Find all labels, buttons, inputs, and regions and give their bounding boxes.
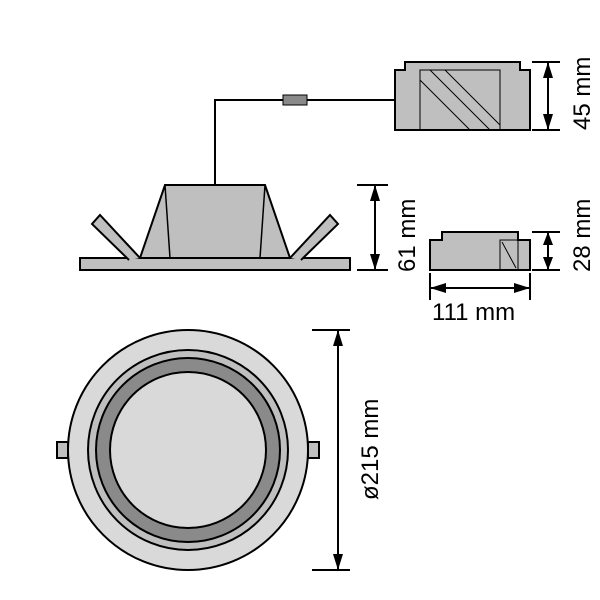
downlight-bottom — [57, 330, 319, 570]
technical-diagram: 45 mm 61 mm 28 mm — [0, 0, 600, 600]
downlight-side — [80, 185, 350, 270]
dim-label: 28 mm — [569, 199, 596, 272]
driver-front — [395, 62, 530, 130]
driver-side — [430, 232, 530, 270]
dim-driver-width: 111 mm — [430, 273, 530, 326]
dim-label: 111 mm — [432, 299, 515, 326]
dim-label: 61 mm — [394, 199, 421, 272]
dim-downlight-height: 61 mm — [357, 185, 421, 272]
dim-label: 45 mm — [569, 57, 596, 130]
dim-diameter: ø215 mm — [312, 330, 384, 570]
wire — [215, 95, 395, 185]
dim-driver-depth: 28 mm — [532, 199, 596, 272]
dim-label: ø215 mm — [357, 399, 384, 500]
dim-driver-height: 45 mm — [532, 57, 596, 130]
